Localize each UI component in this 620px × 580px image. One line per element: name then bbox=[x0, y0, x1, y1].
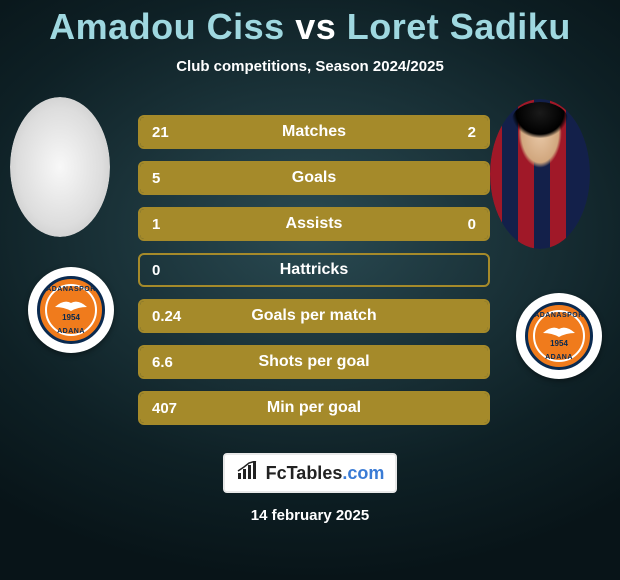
subtitle: Club competitions, Season 2024/2025 bbox=[0, 58, 620, 75]
stat-left-value: 6.6 bbox=[140, 354, 208, 371]
stat-label: Shots per goal bbox=[208, 353, 420, 371]
adanaspor-badge-icon: ADANASPOR 1954 ADANA bbox=[37, 276, 105, 344]
stat-right-value: 0 bbox=[420, 216, 488, 233]
badge-text-top: ADANASPOR bbox=[40, 286, 102, 293]
stat-label: Matches bbox=[208, 123, 420, 141]
comparison-stage: ADANASPOR 1954 ADANA ADANASPOR 1954 ADAN… bbox=[0, 105, 620, 435]
badge-text-top: ADANASPOR bbox=[528, 312, 590, 319]
stat-left-value: 1 bbox=[140, 216, 208, 233]
player2-photo bbox=[490, 99, 590, 249]
stat-label: Goals per match bbox=[208, 307, 420, 325]
stat-right-value: 2 bbox=[420, 124, 488, 141]
stat-left-value: 21 bbox=[140, 124, 208, 141]
footer-brand-name: FcTables bbox=[266, 463, 343, 483]
stat-left-value: 407 bbox=[140, 400, 208, 417]
player2-photo-img bbox=[490, 99, 590, 249]
badge-year: 1954 bbox=[528, 339, 590, 348]
player1-club-logo: ADANASPOR 1954 ADANA bbox=[28, 267, 114, 353]
badge-text-bottom: ADANA bbox=[528, 354, 590, 361]
stat-row: 0.24Goals per match bbox=[138, 299, 490, 333]
stat-left-value: 0.24 bbox=[140, 308, 208, 325]
badge-bird-icon bbox=[542, 324, 576, 338]
stat-row: 407Min per goal bbox=[138, 391, 490, 425]
badge-year: 1954 bbox=[40, 313, 102, 322]
stat-label: Min per goal bbox=[208, 399, 420, 417]
stat-left-value: 0 bbox=[140, 262, 208, 279]
footer-brand-text: FcTables.com bbox=[266, 463, 385, 484]
footer-date: 14 february 2025 bbox=[0, 507, 620, 524]
stat-row: 1Assists0 bbox=[138, 207, 490, 241]
adanaspor-badge-icon: ADANASPOR 1954 ADANA bbox=[525, 302, 593, 370]
stat-label: Goals bbox=[208, 169, 420, 187]
player2-club-logo: ADANASPOR 1954 ADANA bbox=[516, 293, 602, 379]
player1-photo bbox=[10, 97, 110, 237]
badge-text-bottom: ADANA bbox=[40, 328, 102, 335]
content-root: Amadou Ciss vs Loret Sadiku Club competi… bbox=[0, 0, 620, 580]
stat-label: Hattricks bbox=[208, 261, 420, 279]
title: Amadou Ciss vs Loret Sadiku bbox=[0, 0, 620, 48]
player1-name: Amadou Ciss bbox=[49, 6, 285, 47]
stat-left-value: 5 bbox=[140, 170, 208, 187]
stat-row: 21Matches2 bbox=[138, 115, 490, 149]
stat-row: 0Hattricks bbox=[138, 253, 490, 287]
stat-row: 5Goals bbox=[138, 161, 490, 195]
player1-photo-placeholder bbox=[10, 97, 110, 237]
footer-brand-suffix: .com bbox=[342, 463, 384, 483]
badge-bird-icon bbox=[54, 298, 88, 312]
stat-row: 6.6Shots per goal bbox=[138, 345, 490, 379]
stat-label: Assists bbox=[208, 215, 420, 233]
vs-text: vs bbox=[295, 6, 336, 47]
stat-bars: 21Matches25Goals1Assists00Hattricks0.24G… bbox=[138, 115, 490, 437]
chart-icon bbox=[236, 461, 260, 486]
footer-brand-badge: FcTables.com bbox=[223, 453, 397, 493]
player2-name: Loret Sadiku bbox=[347, 6, 571, 47]
